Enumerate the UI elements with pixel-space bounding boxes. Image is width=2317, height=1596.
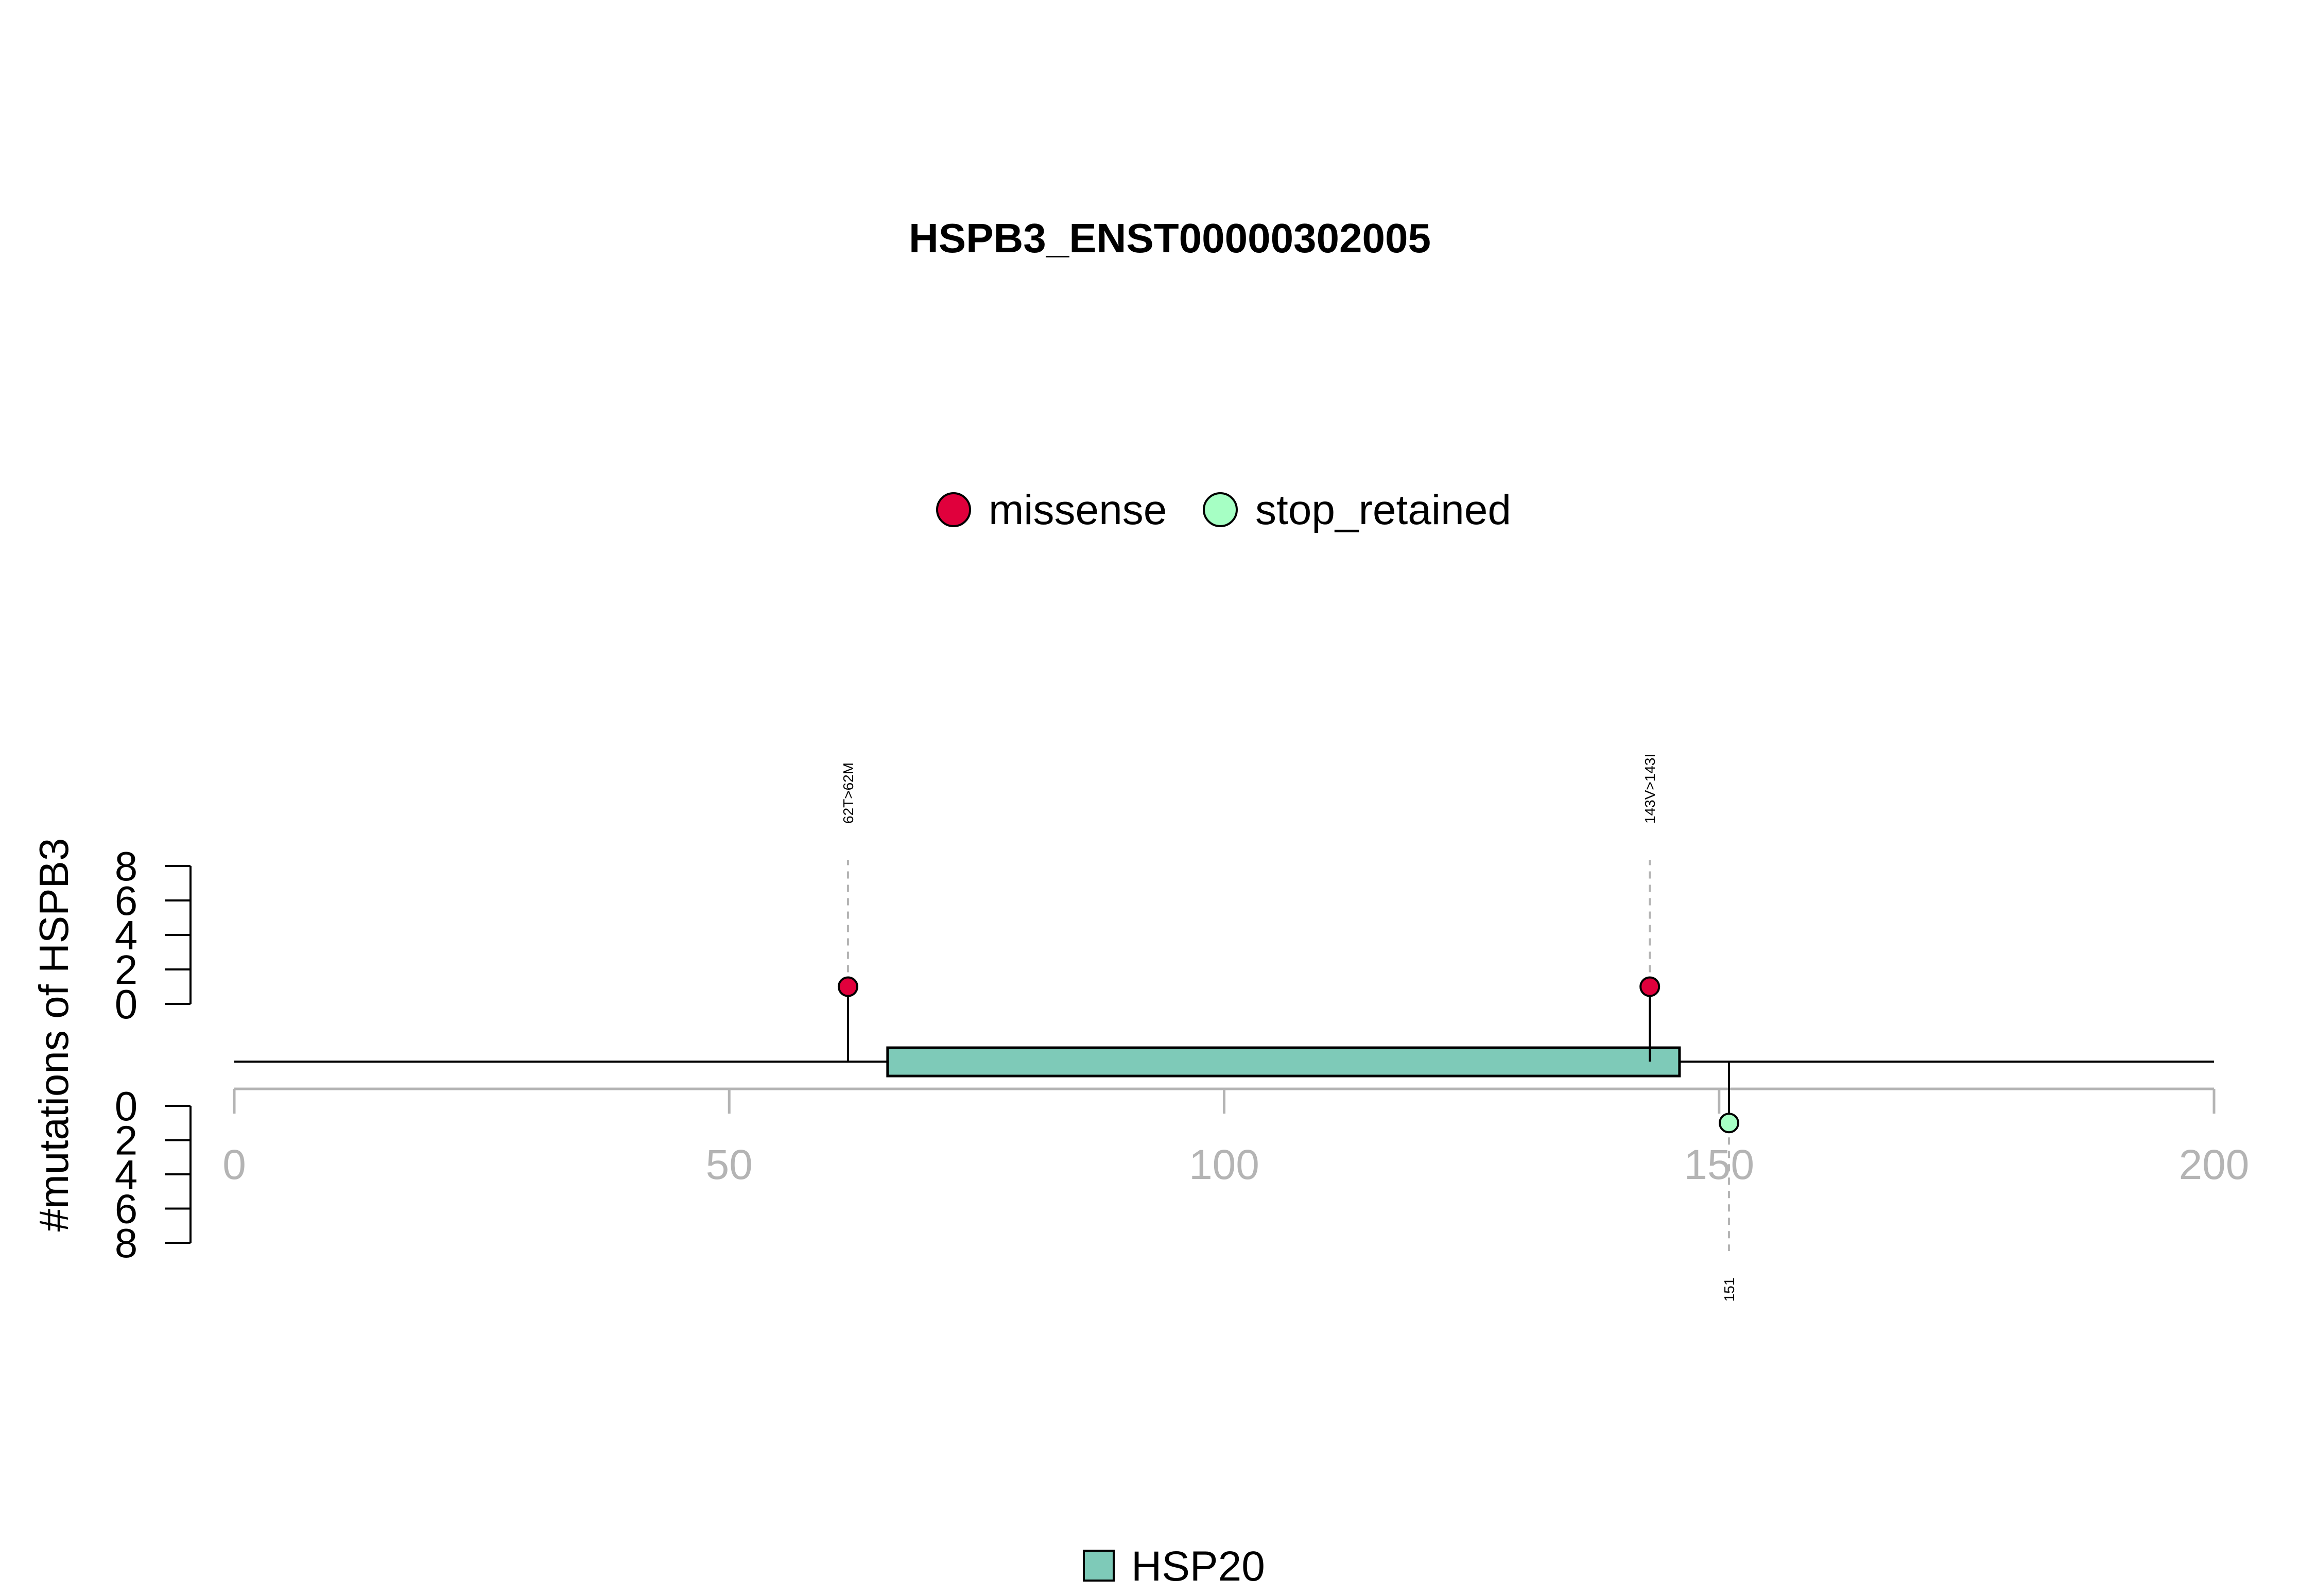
mutations: 62T>62M 143V>143I 151 bbox=[837, 754, 1739, 1302]
legend-marker-missense bbox=[936, 492, 971, 527]
x-axis: 0 50 100 150 200 bbox=[222, 1087, 2250, 1188]
y-top-tick-label-0: 0 bbox=[115, 981, 138, 1027]
legend-label-stop_retained: stop_retained bbox=[1255, 487, 1511, 533]
legend-top: missense stop_retained bbox=[936, 487, 1511, 533]
x-tick-label-100: 100 bbox=[1189, 1141, 1259, 1188]
mutation-62: 62T>62M bbox=[837, 762, 858, 1062]
legend-bottom: HSP20 bbox=[1083, 1543, 1265, 1590]
y-top-tick-label-4: 4 bbox=[115, 912, 138, 958]
x-tick-label-0: 0 bbox=[222, 1141, 246, 1188]
chart-title: HSPB3_ENST00000302005 bbox=[909, 215, 1431, 261]
legend-marker-HSP20 bbox=[1083, 1550, 1115, 1582]
legend-marker-stop_retained bbox=[1203, 492, 1238, 527]
y-top-tick-label-6: 6 bbox=[115, 878, 138, 924]
y-bottom-tick-label-4: 4 bbox=[115, 1152, 138, 1198]
y-top-tick-label-2: 2 bbox=[115, 947, 138, 993]
x-tick-label-150: 150 bbox=[1684, 1141, 1754, 1188]
x-tick-label-200: 200 bbox=[2179, 1141, 2250, 1188]
mutation-marker bbox=[1718, 1113, 1739, 1134]
mutation-label: 62T>62M bbox=[840, 762, 856, 824]
y-bottom-tick-label-8: 8 bbox=[115, 1220, 138, 1266]
y-bottom-tick-label-2: 2 bbox=[115, 1118, 138, 1164]
mutation-marker bbox=[837, 976, 858, 997]
domains bbox=[886, 1046, 1681, 1078]
y-bottom-tick-label-6: 6 bbox=[115, 1186, 138, 1232]
legend-label-missense: missense bbox=[989, 487, 1167, 533]
y-top-tick-label-8: 8 bbox=[115, 843, 138, 889]
mutation-151: 151 bbox=[1718, 1062, 1739, 1302]
x-tick-label-50: 50 bbox=[706, 1141, 753, 1188]
legend-label-HSP20: HSP20 bbox=[1131, 1543, 1265, 1590]
y-bottom-tick-label-0: 0 bbox=[115, 1083, 138, 1129]
mutation-143: 143V>143I bbox=[1639, 754, 1661, 1062]
y-axis-label: #mutations of HSPB3 bbox=[31, 838, 77, 1232]
domain-HSP20 bbox=[886, 1046, 1681, 1078]
mutation-label: 143V>143I bbox=[1642, 754, 1658, 824]
mutation-marker bbox=[1639, 976, 1661, 997]
mutation-label: 151 bbox=[1721, 1278, 1737, 1302]
